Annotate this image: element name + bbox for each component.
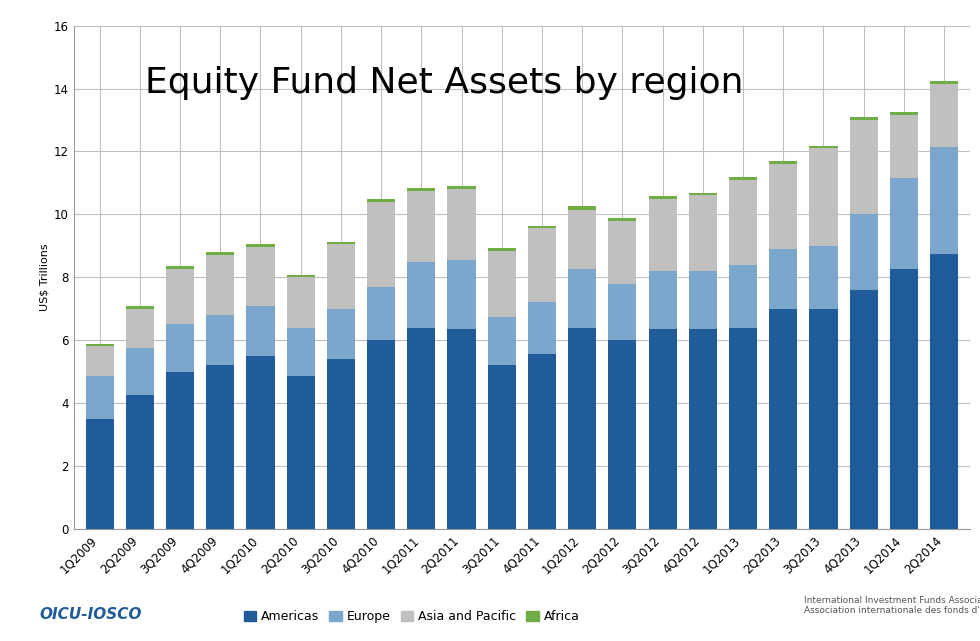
Bar <box>286 328 315 376</box>
Bar <box>488 251 515 317</box>
Bar <box>568 210 596 269</box>
Bar <box>609 283 636 340</box>
Bar <box>408 188 435 191</box>
Bar <box>568 269 596 328</box>
Bar <box>568 206 596 210</box>
Bar <box>206 365 234 529</box>
Bar <box>649 199 676 271</box>
Bar <box>166 372 194 529</box>
Bar <box>850 120 878 214</box>
Bar <box>769 162 798 164</box>
Bar <box>809 146 838 148</box>
Bar <box>166 269 194 324</box>
Bar <box>408 191 435 262</box>
Bar <box>890 112 918 115</box>
Bar <box>528 303 556 354</box>
Bar <box>246 306 274 356</box>
Bar <box>809 148 838 246</box>
Bar <box>206 255 234 315</box>
Bar <box>609 218 636 221</box>
Bar <box>246 247 274 306</box>
Bar <box>729 328 758 529</box>
Bar <box>206 315 234 365</box>
Bar <box>850 117 878 120</box>
Bar <box>246 244 274 247</box>
Bar <box>930 254 958 529</box>
Bar <box>368 199 395 202</box>
Bar <box>649 196 676 199</box>
Bar <box>930 81 958 84</box>
Bar <box>689 196 717 271</box>
Bar <box>568 328 596 529</box>
Text: OICU-IOSCO: OICU-IOSCO <box>39 607 142 622</box>
Bar <box>769 164 798 249</box>
Bar <box>85 346 114 376</box>
Bar <box>488 248 515 251</box>
Bar <box>448 260 475 329</box>
Bar <box>408 328 435 529</box>
Bar <box>609 340 636 529</box>
Bar <box>528 226 556 228</box>
Bar <box>408 262 435 328</box>
Bar <box>286 376 315 529</box>
Bar <box>326 244 355 309</box>
Bar <box>890 115 918 178</box>
Bar <box>689 329 717 529</box>
Bar <box>769 309 798 529</box>
Bar <box>448 189 475 260</box>
Bar <box>609 221 636 283</box>
Bar <box>125 309 154 348</box>
Bar <box>286 275 315 277</box>
Bar <box>930 84 958 147</box>
Bar <box>85 419 114 529</box>
Bar <box>729 265 758 328</box>
Bar <box>326 309 355 359</box>
Bar <box>166 266 194 269</box>
Bar <box>729 177 758 179</box>
Bar <box>809 246 838 309</box>
Bar <box>890 269 918 529</box>
Y-axis label: US$ Trillions: US$ Trillions <box>39 244 49 311</box>
Bar <box>125 348 154 395</box>
Bar <box>85 376 114 419</box>
Bar <box>286 278 315 328</box>
Bar <box>125 395 154 529</box>
Bar <box>528 228 556 303</box>
Bar <box>448 329 475 529</box>
Bar <box>890 178 918 269</box>
Bar <box>809 309 838 529</box>
Bar <box>206 252 234 255</box>
Text: Equity Fund Net Assets by region: Equity Fund Net Assets by region <box>145 66 744 100</box>
Bar <box>368 287 395 340</box>
Bar <box>649 329 676 529</box>
Bar <box>326 242 355 244</box>
Bar <box>368 340 395 529</box>
Bar <box>488 317 515 365</box>
Bar <box>729 179 758 265</box>
Bar <box>649 271 676 329</box>
Bar <box>850 290 878 529</box>
Bar <box>85 344 114 346</box>
Bar <box>125 306 154 309</box>
Bar <box>246 356 274 529</box>
Bar <box>528 354 556 529</box>
Bar <box>930 147 958 254</box>
Bar <box>326 359 355 529</box>
Bar <box>166 324 194 372</box>
Bar <box>368 202 395 287</box>
Legend: Americas, Europe, Asia and Pacific, Africa: Americas, Europe, Asia and Pacific, Afri… <box>238 605 585 628</box>
Bar <box>689 271 717 329</box>
Bar <box>769 249 798 309</box>
Bar <box>448 186 475 189</box>
Bar <box>488 365 515 529</box>
Text: International Investment Funds Association
Association internationale des fonds : International Investment Funds Associati… <box>804 596 980 615</box>
Bar <box>850 214 878 290</box>
Bar <box>689 193 717 196</box>
